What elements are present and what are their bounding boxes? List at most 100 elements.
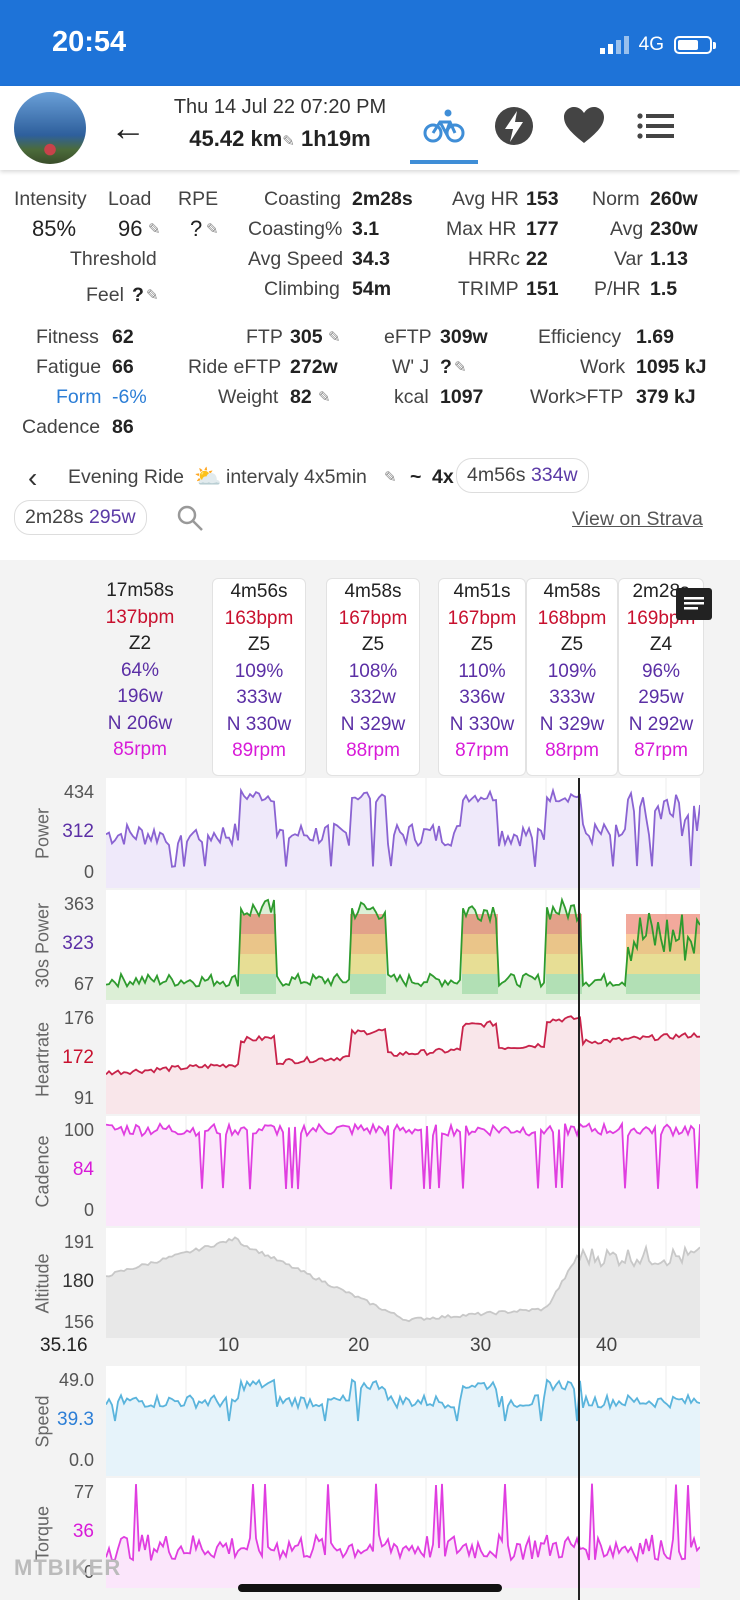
interval-chip[interactable]: 2m28s 295w (14, 500, 147, 535)
series-area (106, 790, 700, 888)
norm-value: 260w (650, 188, 698, 210)
interval-count: 4x (432, 466, 454, 488)
climbing-value: 54m (352, 278, 392, 300)
avatar[interactable] (14, 92, 86, 164)
wj-value[interactable]: ? (440, 356, 452, 378)
weight-value[interactable]: 82 (290, 386, 312, 408)
series-area (106, 1379, 700, 1476)
edit-pencil-icon[interactable]: ✎ (384, 469, 397, 486)
ride-description: intervaly 4x5min (226, 466, 367, 488)
chip-power: 295w (88, 506, 136, 528)
axis-tick: 20 (348, 1335, 370, 1356)
axis-tick: 30 (470, 1335, 492, 1356)
chart-y-tick: 36 (72, 1521, 94, 1542)
interval-bpm: 163bpm (224, 607, 294, 629)
chart-y-tick: 323 (62, 933, 94, 954)
ftp-value[interactable]: 305 (290, 326, 323, 348)
weather-icon: ⛅ (194, 464, 222, 489)
edit-pencil-icon[interactable]: ✎ (454, 359, 467, 376)
interval-pct: 109% (547, 660, 597, 682)
bike-icon[interactable] (420, 102, 468, 150)
chart-cursor[interactable] (578, 778, 580, 1600)
chip-time: 2m28s (25, 506, 84, 528)
chart-y-tick: 180 (62, 1271, 94, 1292)
interval-zone: Z5 (560, 634, 584, 655)
interval-card[interactable]: 4m56s 163bpm Z5 109% 333w N 330w 89rpm (212, 578, 306, 776)
interval-dur: 4m56s (230, 581, 288, 602)
chart-y-tick: 77 (73, 1482, 94, 1502)
avg-hr-value: 153 (526, 188, 559, 210)
edit-pencil-icon[interactable]: ✎ (328, 329, 341, 346)
status-time: 20:54 (52, 26, 127, 58)
chart-y-tick: 191 (63, 1232, 94, 1252)
interval-card[interactable]: 17m58s 137bpm Z2 64% 196w N 206w 85rpm (84, 578, 196, 774)
comment-icon[interactable] (676, 588, 712, 620)
status-bar: 20:54 4G (0, 0, 740, 86)
lightning-icon[interactable] (490, 102, 538, 150)
distance-value: 45.42 km (189, 126, 283, 151)
search-icon[interactable] (176, 504, 204, 532)
series-line (106, 787, 700, 868)
chart-panel-speed[interactable]: Speed 49.0 39.3 0.0 (33, 1366, 700, 1476)
edit-pencil-icon[interactable]: ✎ (318, 389, 331, 406)
interval-norm: N 329w (539, 713, 605, 735)
climbing-label: Climbing (264, 278, 340, 300)
work-label: Work (580, 356, 626, 378)
chevron-left-icon[interactable]: ‹ (28, 462, 38, 493)
chart-y-tick: 434 (63, 782, 94, 802)
battery-icon (674, 36, 716, 54)
avg-power-value: 230w (650, 218, 698, 240)
chart-y-tick: 156 (63, 1312, 94, 1332)
list-icon[interactable] (632, 102, 680, 150)
form-value: -6% (112, 386, 147, 408)
feel-value[interactable]: ? (132, 284, 144, 306)
active-tab-indicator (410, 160, 478, 164)
heart-icon[interactable] (560, 102, 608, 150)
edit-pencil-icon[interactable]: ✎ (206, 221, 219, 238)
interval-chip[interactable]: 4m56s 334w (456, 458, 589, 493)
interval-bpm: 137bpm (105, 606, 175, 628)
view-on-strava-link[interactable]: View on Strava (572, 508, 703, 530)
zone-band (350, 974, 386, 994)
series-line (106, 896, 700, 989)
max-hr-label: Max HR (446, 218, 517, 240)
chart-panel-power30[interactable]: 30s Power 363 323 67 (33, 890, 700, 1000)
avg-speed-value: 34.3 (352, 248, 390, 270)
chart-y-tick: 0.0 (68, 1450, 94, 1470)
kcal-value: 1097 (440, 386, 484, 408)
zone-band (240, 974, 276, 994)
edit-pencil-icon[interactable]: ✎ (148, 221, 161, 238)
avg-hr-label: Avg HR (452, 188, 519, 210)
zone-band (350, 914, 386, 934)
interval-card[interactable]: 2m28s 169bpm Z4 96% 295w N 292w 87rpm (618, 578, 704, 776)
interval-card[interactable]: 4m58s 167bpm Z5 108% 332w N 329w 88rpm (326, 578, 420, 776)
series-line (106, 1120, 700, 1190)
interval-zone: Z4 (649, 634, 673, 655)
back-arrow-icon[interactable]: ← (110, 107, 146, 148)
interval-card[interactable]: 4m58s 168bpm Z5 109% 333w N 329w 88rpm (526, 578, 618, 776)
chart-y-tick: 176 (63, 1008, 94, 1028)
zone-band (546, 914, 582, 934)
chart-panel-torque[interactable]: Torque 77 36 0 (33, 1478, 700, 1588)
edit-pencil-icon[interactable]: ✎ (282, 133, 295, 150)
interval-card[interactable]: 4m51s 167bpm Z5 110% 336w N 330w 87rpm (438, 578, 526, 776)
chart-y-tick: 172 (62, 1047, 94, 1068)
duration-value: 1h19m (300, 126, 371, 151)
fatigue-value: 66 (112, 356, 134, 378)
chart-panel-hr[interactable]: Heartrate 176 172 91 (33, 1004, 700, 1114)
hrrc-value: 22 (526, 248, 548, 270)
chart-panel-cadence[interactable]: Cadence 100 84 0 (33, 1116, 700, 1226)
home-indicator[interactable] (238, 1584, 502, 1592)
chart-plot-power (106, 778, 700, 888)
edit-pencil-icon[interactable]: ✎ (146, 287, 159, 304)
chart-plot-altitude (106, 1228, 700, 1338)
axis-tick: 40 (596, 1335, 618, 1356)
rpe-value[interactable]: ? (190, 216, 203, 241)
chart-panel-altitude[interactable]: Altitude 191 180 156 (33, 1228, 700, 1338)
chart-y-tick: 49.0 (58, 1370, 94, 1390)
interval-pct: 108% (348, 660, 398, 682)
chart-panel-power[interactable]: Power 434 312 0 (33, 778, 700, 888)
fatigue-label: Fatigue (36, 356, 102, 378)
zone-band (462, 954, 498, 974)
hrrc-label: HRRc (468, 248, 520, 270)
